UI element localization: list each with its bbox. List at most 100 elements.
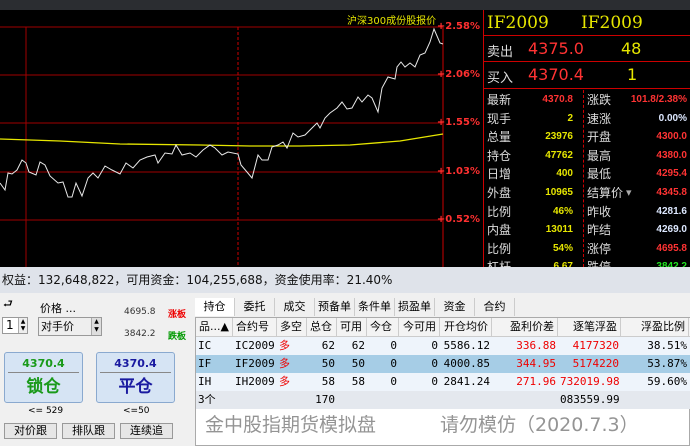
follow-opponent-button[interactable]: 对价跟: [4, 423, 57, 439]
quote-field-label: 昨结: [587, 223, 612, 238]
tab-4[interactable]: 条件单: [355, 298, 395, 316]
quote-field-value: 54%: [552, 242, 573, 254]
average-line: [0, 133, 444, 147]
ask-volume: 48: [621, 39, 642, 58]
y-tick-label: +1.03%: [436, 166, 480, 177]
quote-field-value: 10965: [545, 187, 573, 198]
quote-field-label: 速涨: [587, 111, 612, 126]
column-header[interactable]: 今仓: [367, 318, 399, 336]
limit-up-label: 涨板: [168, 310, 187, 320]
return-icon[interactable]: ⮐: [3, 297, 13, 310]
tab-7[interactable]: 合约: [475, 298, 515, 316]
table-cell: IC2009: [235, 339, 275, 352]
table-cell: IC: [198, 339, 212, 352]
tab-1[interactable]: 委托: [235, 298, 275, 316]
column-header[interactable]: 合约号: [233, 318, 277, 336]
dropdown-icon[interactable]: ▾: [626, 186, 632, 199]
continuous-chase-button[interactable]: 连续追: [120, 423, 173, 439]
price-type-value: 对手价: [41, 320, 74, 333]
table-row[interactable]: [196, 355, 690, 373]
column-header[interactable]: 今可用: [399, 318, 440, 336]
column-header[interactable]: 浮盈比例: [621, 318, 689, 336]
tab-5[interactable]: 损盈单: [395, 298, 435, 316]
column-header[interactable]: 盈利价差: [492, 318, 558, 336]
quote-field-value: 4269.0: [656, 224, 687, 236]
total-pnl: 083559.99: [560, 393, 620, 406]
table-cell: 0: [390, 339, 397, 352]
contract-code: IF2009: [487, 13, 549, 33]
lock-label: 锁仓: [26, 377, 61, 397]
table-cell: 多: [279, 375, 290, 388]
bid-label: 买入: [487, 71, 514, 86]
quote-field-label: 开盘: [587, 130, 612, 145]
column-header[interactable]: 总仓: [307, 318, 337, 336]
quote-field-label: 现手: [487, 111, 512, 126]
table-cell: 53.87%: [647, 357, 687, 370]
quote-field-value: 2: [567, 112, 573, 124]
tab-0[interactable]: 持仓: [195, 298, 235, 316]
limit-down-price: 3842.2: [124, 329, 156, 339]
quote-field-value: 46%: [552, 205, 573, 217]
table-cell: 58: [321, 375, 335, 388]
quote-field-label: 持仓: [487, 148, 512, 163]
table-row[interactable]: [196, 373, 690, 391]
limit-down-label: 跌板: [168, 332, 187, 342]
lock-price: 4370.4: [8, 353, 79, 373]
quote-field-label: 涨停: [587, 241, 612, 256]
total-row: [196, 391, 690, 409]
positions-table: 品...▲ 合约号 多空 总仓 可用 今仓 今可用 开仓均价 盈利价差 逐笔浮盈 浮盈比例 IC IC2…: [195, 317, 690, 446]
quote-field-value: 4281.6: [656, 205, 687, 217]
queue-follow-button[interactable]: 排队跟: [62, 423, 115, 439]
column-header[interactable]: 逐笔浮盈: [558, 318, 621, 336]
table-cell: 2841.24: [443, 375, 490, 388]
quote-field-value: 0.00%: [658, 112, 687, 124]
quote-field-value: 6.67: [554, 258, 573, 276]
quote-field-label: 最低: [587, 167, 612, 182]
quote-field-value: 4370.8: [542, 94, 573, 105]
quote-field-value: 3842.2: [656, 258, 687, 276]
tab-2[interactable]: 成交: [275, 298, 315, 316]
quote-field-label: 总量: [487, 130, 512, 145]
ask-label: 卖出: [487, 45, 514, 60]
tab-3[interactable]: 预备单: [315, 298, 355, 316]
table-cell: 50: [321, 357, 335, 370]
column-header[interactable]: 可用: [337, 318, 367, 336]
quote-field-label: 涨跌: [587, 93, 612, 107]
lock-max: <= 529: [28, 406, 64, 416]
table-cell: IF: [198, 357, 212, 370]
table-cell: 0: [390, 375, 397, 388]
contract-code-2: IF2009: [581, 13, 643, 33]
tab-6[interactable]: 资金: [435, 298, 475, 316]
ask-price: 4375.0: [528, 39, 584, 58]
bid-volume: 1: [627, 65, 638, 84]
quote-field-label: 比例: [487, 204, 512, 219]
quote-field-label: 最高: [587, 148, 612, 163]
account-status: 权益：132,648,822，可用资金：104,255,688，资金使用率：21…: [0, 267, 690, 293]
table-header: [196, 318, 690, 337]
lock-position-button[interactable]: 4370.4 锁仓: [4, 352, 83, 403]
table-cell: 0: [390, 357, 397, 370]
column-header[interactable]: 品...▲: [196, 318, 233, 336]
table-cell: 336.88: [516, 339, 556, 352]
quote-field-label[interactable]: 结算价: [587, 186, 624, 200]
tab-bar: 持仓 委托 成交 预备单 条件单 损盈单 资金 合约: [195, 298, 690, 316]
table-cell: 多: [279, 357, 290, 370]
quantity-stepper[interactable]: 1 ▲ ▼: [2, 317, 28, 334]
column-header[interactable]: 开仓均价: [440, 318, 492, 336]
table-cell: 4177320: [572, 339, 619, 352]
table-cell: 62: [321, 339, 335, 352]
quote-field-value: 4295.4: [656, 168, 687, 180]
table-cell: IH: [198, 375, 212, 388]
quantity-value: 1: [6, 318, 14, 332]
table-cell: 59.60%: [647, 375, 687, 388]
column-header[interactable]: 多空: [277, 318, 307, 336]
table-cell: 732019.98: [560, 375, 620, 388]
limit-up-price: 4695.8: [124, 307, 156, 317]
table-cell: 50: [351, 357, 365, 370]
price-type-select[interactable]: 对手价 ▲ ▼: [38, 317, 102, 336]
table-row[interactable]: [196, 337, 690, 355]
quote-field-label: 昨收: [587, 204, 612, 219]
quote-field-value: 4345.8: [656, 187, 687, 198]
watermark-2: 请勿模仿（2020.7.3）: [440, 414, 639, 436]
close-position-button[interactable]: 4370.4 平仓: [96, 352, 175, 403]
